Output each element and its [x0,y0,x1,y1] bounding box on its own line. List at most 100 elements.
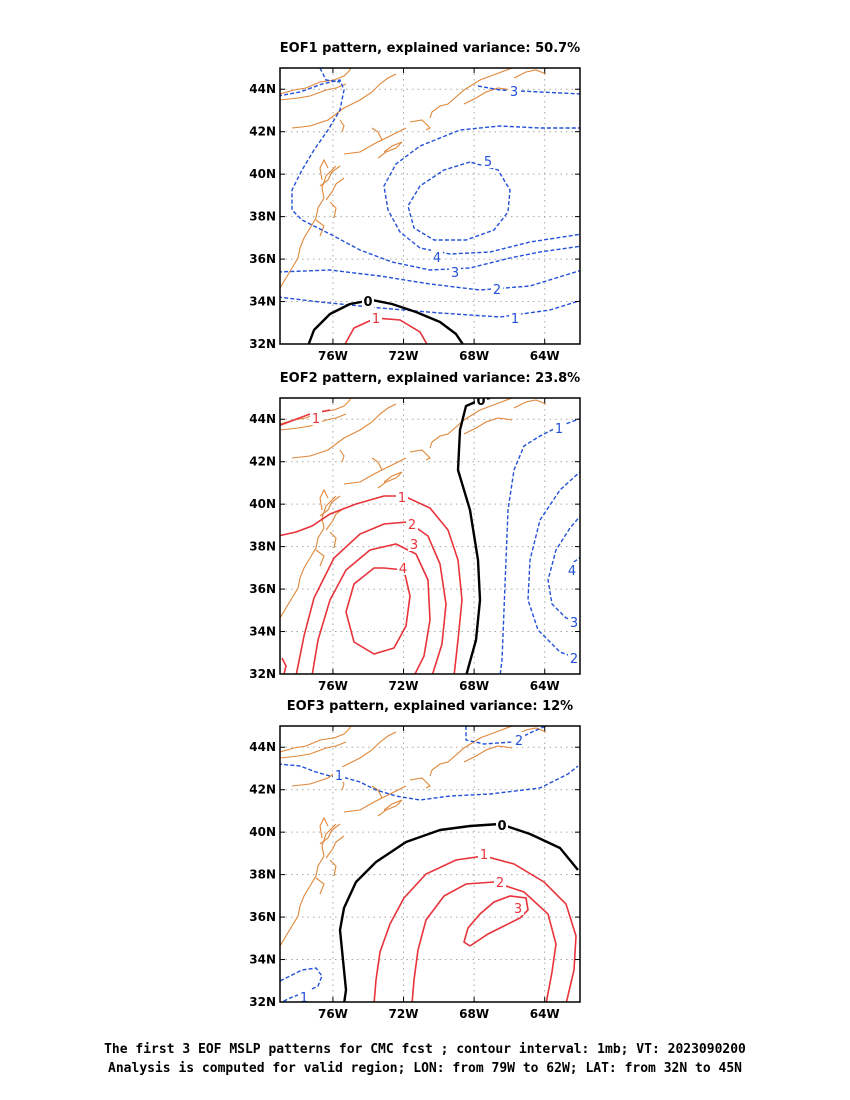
contour-label-bg [449,264,461,279]
x-tick-label: 72W [389,679,419,693]
x-tick-label: 76W [318,679,348,693]
contour-label: 3 [514,902,522,917]
contour-label-bg [396,489,408,504]
y-tick-label: 42N [249,783,276,797]
contour-label: 3 [510,85,518,100]
contour-line [344,317,428,344]
contour-label: 1 [480,848,488,863]
y-tick-label: 32N [249,337,276,351]
contour-label-bg [310,410,322,425]
y-tick-label: 32N [249,667,276,681]
y-tick-label: 36N [249,252,276,266]
contour-label: 5 [484,155,492,170]
contour-label-bg [370,310,382,325]
y-tick-label: 38N [249,868,276,882]
contour-label-bg [397,560,409,575]
contour-line [280,79,580,271]
contour-label-bg [566,562,578,577]
y-tick-label: 44N [249,82,276,96]
contour-label: 1 [300,991,308,1006]
x-tick-label: 64W [530,349,560,363]
contour-line [338,822,579,1002]
contour-label: 2 [496,876,504,891]
eof-panel-3: EOF3 pattern, explained variance: 12%112… [249,699,581,1021]
contour-label-bg [491,281,503,296]
contour-line [311,543,431,674]
contour-label-bg [478,846,490,861]
contour-label-bg [431,249,443,264]
contour-label: 1 [312,412,320,427]
y-tick-label: 42N [249,125,276,139]
contour-line [373,855,577,1002]
contour-line [527,470,580,661]
contour-line [295,521,447,674]
contour-label-bg [333,767,345,782]
contour-label: 1 [335,769,343,784]
panel-title: EOF3 pattern, explained variance: 12% [287,699,573,714]
contour-label: 4 [399,562,407,577]
x-tick-label: 64W [530,679,560,693]
contour-line [477,85,580,95]
y-tick-label: 38N [249,210,276,224]
contour-line [280,269,580,291]
contour-line [407,161,511,241]
contour-line [456,398,491,674]
contour-label: 1 [372,312,380,327]
contour-line [383,125,580,255]
contour-label-bg [494,874,506,889]
contour-label: 4 [568,564,576,579]
contour-line [463,895,529,947]
contour-line [411,881,557,1002]
eof-panel-2: EOF2 pattern, explained variance: 23.8% 1… [249,371,581,693]
contour-label: 2 [570,652,578,667]
contour-line [281,657,287,674]
contour-label-bg [509,310,521,325]
contour-label-bg [408,536,420,551]
contour-label: 3 [451,266,459,281]
y-tick-label: 36N [249,910,276,924]
contour-label-bg [362,293,374,308]
contour-line [280,763,579,801]
contour-line [345,567,411,655]
caption-line-1: The first 3 EOF MSLP patterns for CMC fc… [104,1042,746,1057]
contour-label: 0 [476,394,485,409]
y-tick-label: 38N [249,540,276,554]
panel-title: EOF1 pattern, explained variance: 50.7% [280,41,580,56]
contour-label-bg [406,516,418,531]
y-tick-label: 40N [249,825,276,839]
contour-label-bg [512,900,524,915]
y-tick-label: 34N [249,953,276,967]
contour-label: 3 [410,538,418,553]
plot-frame [279,67,581,345]
x-tick-label: 72W [389,1007,419,1021]
contour-label: 0 [497,819,506,834]
contour-label-bg [475,398,487,407]
panel-title: EOF2 pattern, explained variance: 23.8% [280,371,580,386]
caption-line-2: Analysis is computed for valid region; L… [108,1061,742,1076]
contour-line [319,68,341,83]
x-tick-label: 76W [318,349,348,363]
contour-line [280,967,323,1002]
contour-label-bg [508,83,520,98]
contour-label: 1 [398,491,406,506]
eof-panel-1: EOF1 pattern, explained variance: 50.7% 1… [249,41,581,363]
plot-frame [279,397,581,675]
y-tick-label: 44N [249,740,276,754]
contour-line [280,296,580,318]
contour-label: 2 [408,518,416,533]
contour-line [499,417,580,674]
y-tick-label: 36N [249,582,276,596]
contour-label-bg [568,650,580,665]
x-tick-label: 72W [389,349,419,363]
y-tick-label: 40N [249,167,276,181]
y-tick-label: 32N [249,995,276,1009]
contour-label: 3 [570,616,578,631]
contour-line [547,515,580,623]
x-tick-label: 76W [318,1007,348,1021]
y-tick-label: 42N [249,455,276,469]
contour-label: 0 [363,295,372,310]
contour-label-bg [482,153,494,168]
